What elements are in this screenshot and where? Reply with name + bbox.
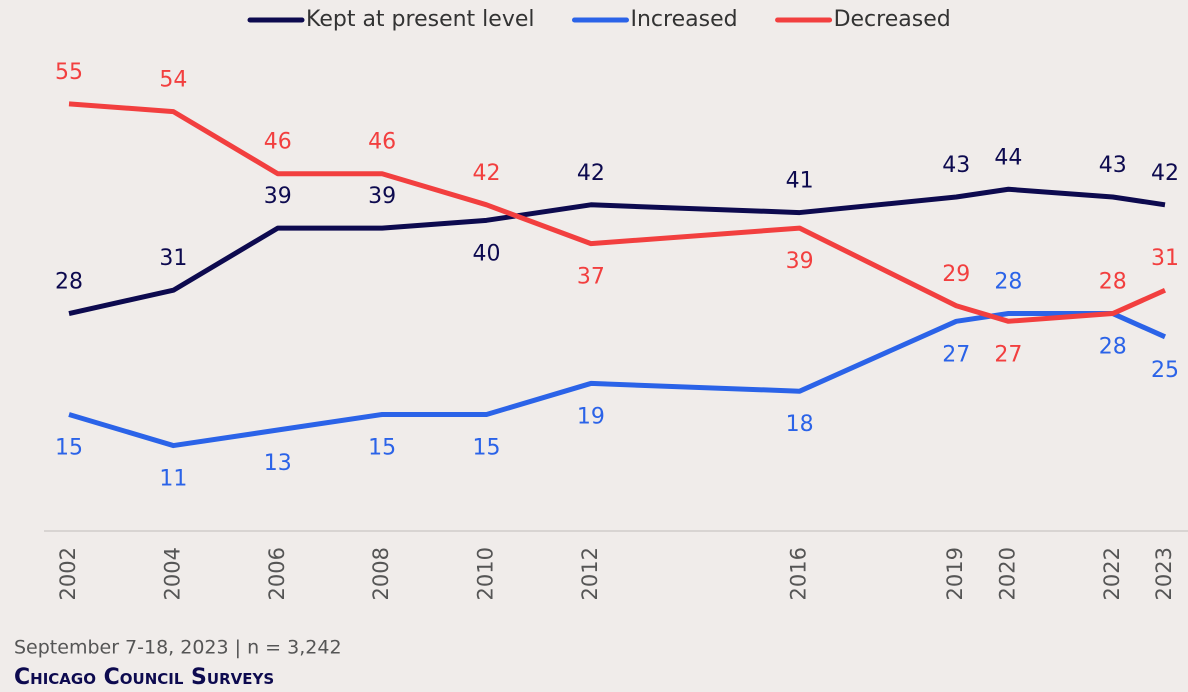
data-label: 13 (264, 451, 292, 476)
x-tick-label: 2012 (578, 547, 602, 600)
data-label: 15 (368, 436, 396, 461)
data-label: 18 (786, 412, 814, 437)
source: Chicago Council Surveys (14, 665, 274, 690)
x-tick-label: 2010 (474, 547, 498, 600)
data-label: 54 (159, 68, 187, 93)
data-label: 40 (473, 241, 501, 266)
x-tick-label: 2004 (160, 547, 184, 600)
data-label: 11 (159, 467, 187, 492)
footnote: September 7-18, 2023 | n = 3,242 (14, 637, 342, 659)
data-label: 39 (786, 249, 814, 274)
data-label: 46 (368, 130, 396, 155)
data-label: 44 (994, 145, 1022, 170)
data-label: 41 (786, 169, 814, 194)
data-label: 39 (368, 184, 396, 209)
data-label: 27 (994, 342, 1022, 367)
x-tick-label: 2023 (1152, 547, 1176, 600)
series-line (68, 311, 1167, 449)
legend-label: Decreased (834, 7, 951, 32)
x-tick-label: 2008 (369, 547, 393, 600)
data-label: 31 (159, 246, 187, 271)
x-tick-label: 2006 (265, 547, 289, 600)
x-tick-label: 2022 (1100, 547, 1124, 600)
x-tick-label: 2020 (995, 547, 1019, 600)
data-label: 28 (1099, 335, 1127, 360)
data-label: 37 (577, 265, 605, 290)
series-line (68, 186, 1166, 316)
data-label: 27 (942, 342, 970, 367)
data-label: 29 (942, 262, 970, 287)
data-label: 46 (264, 130, 292, 155)
data-label: 19 (577, 404, 605, 429)
series-line (68, 101, 1167, 324)
data-label: 15 (55, 436, 83, 461)
x-tick-label: 2002 (56, 547, 80, 600)
x-tick-label: 2016 (787, 547, 811, 600)
data-label: 42 (577, 161, 605, 186)
data-label: 31 (1151, 246, 1179, 271)
data-label: 28 (55, 270, 83, 295)
x-tick-label: 2019 (943, 547, 967, 600)
data-label: 43 (1099, 153, 1127, 178)
data-label: 25 (1151, 358, 1179, 383)
data-label: 43 (942, 153, 970, 178)
data-label: 55 (55, 60, 83, 85)
data-label: 42 (473, 161, 501, 186)
legend-label: Increased (631, 7, 738, 32)
data-label: 42 (1151, 161, 1179, 186)
data-label: 28 (1099, 270, 1127, 295)
data-label: 28 (994, 270, 1022, 295)
legend-label: Kept at present level (306, 7, 535, 32)
data-label: 39 (264, 184, 292, 209)
data-label: 15 (473, 436, 501, 461)
